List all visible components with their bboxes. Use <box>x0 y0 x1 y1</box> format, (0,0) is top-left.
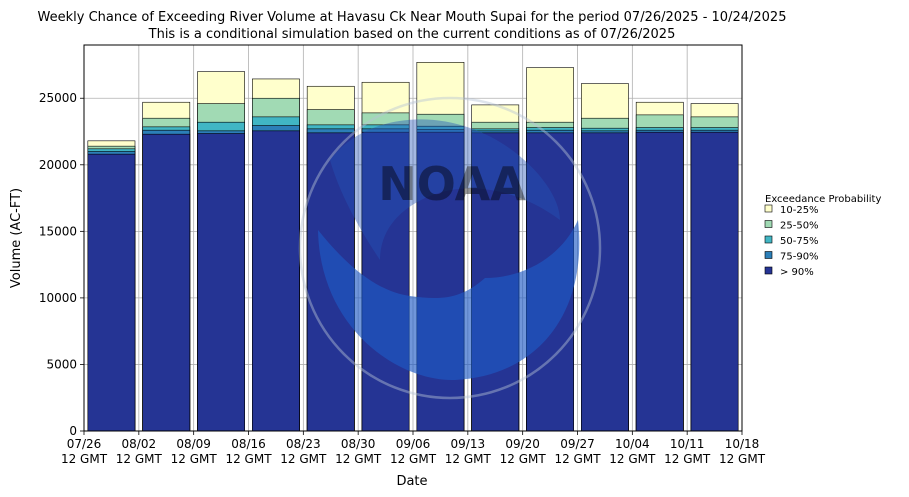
y-axis-label: Volume (AC-FT) <box>9 188 24 288</box>
bar-segment-gt90 <box>252 130 300 432</box>
x-tick-date: 08/30 <box>341 437 376 451</box>
legend-swatch <box>764 204 773 213</box>
x-tick-time: 12 GMT <box>554 452 601 466</box>
noaa-watermark: NOAA <box>298 96 602 400</box>
x-tick-time: 12 GMT <box>609 452 656 466</box>
x-tick-time: 12 GMT <box>664 452 711 466</box>
noaa-watermark-text: NOAA <box>378 157 526 211</box>
chart-title: Weekly Chance of Exceeding River Volume … <box>38 10 787 25</box>
legend-entry-label: 25-50% <box>780 221 819 232</box>
y-tick-label: 10000 <box>39 291 77 305</box>
legend-entry-label: 50-75% <box>780 236 819 247</box>
bar-segment-gt90 <box>416 131 465 432</box>
y-tick-label: 5000 <box>46 357 77 371</box>
bar-segment-gt90 <box>87 153 136 432</box>
bar-stack <box>416 62 465 432</box>
bar-stack <box>197 71 245 432</box>
legend-entry-label: 10-25% <box>780 205 819 216</box>
bar-stack <box>142 101 191 432</box>
y-tick-label: 20000 <box>39 158 77 172</box>
bar-segment-gt90 <box>142 133 191 432</box>
x-tick-date: 10/18 <box>725 437 760 451</box>
legend: Exceedance Probability 10-25% 25-50% 50-75… <box>764 194 881 278</box>
x-tick-time: 12 GMT <box>280 452 327 466</box>
x-tick-time: 12 GMT <box>500 452 547 466</box>
bar-segment-gt90 <box>581 132 629 432</box>
x-tick-time: 12 GMT <box>445 452 492 466</box>
x-tick-date: 09/20 <box>505 437 540 451</box>
bar-stack <box>361 81 410 432</box>
y-axis: 0 5000 10000 15000 20000 25000 <box>39 91 84 438</box>
bar-stack <box>690 103 739 432</box>
legend-entry-label: 75-90% <box>780 252 819 263</box>
bar-stack <box>252 78 300 432</box>
bar-segment-gt90 <box>635 131 684 432</box>
plot-area: NOAA <box>83 44 743 432</box>
x-tick-time: 12 GMT <box>390 452 437 466</box>
x-tick-date: 08/23 <box>286 437 321 451</box>
bar-stack <box>87 140 136 432</box>
legend-swatch <box>764 251 773 259</box>
legend-swatch <box>764 235 773 244</box>
x-tick-date: 07/26 <box>67 437 102 451</box>
x-tick-date: 10/11 <box>670 437 705 451</box>
legend-title: Exceedance Probability <box>765 194 881 205</box>
x-tick-time: 12 GMT <box>719 452 766 466</box>
x-tick-time: 12 GMT <box>116 452 163 466</box>
noaa-bird-top-icon <box>330 119 560 261</box>
legend-swatch <box>764 266 773 275</box>
x-tick-time: 12 GMT <box>335 452 382 466</box>
y-tick-label: 15000 <box>39 224 77 238</box>
x-tick-time: 12 GMT <box>61 452 108 466</box>
noaa-logo-icon <box>298 96 602 400</box>
bar-segment-gt90 <box>690 131 739 432</box>
x-axis-label: Date <box>396 474 427 489</box>
noaa-bird-icon <box>318 220 580 381</box>
x-tick-date: 09/06 <box>396 437 431 451</box>
bar-segment-gt90 <box>197 133 245 432</box>
chart-subtitle: This is a conditional simulation based o… <box>148 27 676 42</box>
bar-stack <box>635 101 684 432</box>
x-tick-date: 09/13 <box>451 437 486 451</box>
x-tick-date: 08/02 <box>122 437 157 451</box>
x-tick-date: 10/04 <box>615 437 650 451</box>
x-tick-time: 12 GMT <box>171 452 218 466</box>
y-tick-label: 25000 <box>39 91 77 105</box>
x-tick-date: 08/16 <box>231 437 266 451</box>
y-tick-label: 0 <box>69 424 77 438</box>
x-tick-date: 09/27 <box>560 437 595 451</box>
x-tick-time: 12 GMT <box>225 452 272 466</box>
legend-swatch <box>764 220 773 228</box>
legend-entry-label: > 90% <box>780 267 814 278</box>
bar-stack <box>581 83 629 432</box>
x-tick-date: 08/09 <box>176 437 211 451</box>
